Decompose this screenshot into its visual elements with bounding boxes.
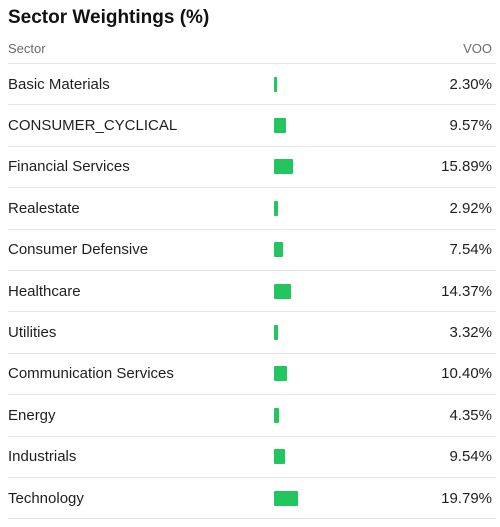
sector-row-utilities: Utilities 3.32% [8,312,496,354]
sector-row-consumer-defensive: Consumer Defensive 7.54% [8,230,496,271]
sector-row-industrials: Industrials 9.54% [8,437,496,478]
sector-column-header: Sector [8,41,46,56]
sector-name: Consumer Defensive [8,241,149,259]
weight-value-label: 15.89% [441,158,492,176]
sector-name: CONSUMER_CYCLICAL [8,117,178,135]
weight-bar [274,242,283,258]
weight-value-label: 3.32% [449,324,492,342]
sector-name: Industrials [8,448,77,466]
bar-cell [274,395,394,435]
bar-cell [274,188,394,228]
bar-cell [274,64,394,104]
bar-cell [274,147,394,187]
table-header: Sector VOO [8,34,496,64]
bar-cell [274,478,394,518]
sector-name: Basic Materials [8,75,110,93]
weight-value-label: 9.54% [449,448,492,466]
bar-cell [274,354,394,394]
bar-cell [274,230,394,270]
sector-row-basic-materials: Basic Materials 2.30% [8,64,496,106]
widget-title: Sector Weightings (%) [8,7,210,28]
sector-name: Financial Services [8,158,130,176]
weight-bar [274,283,292,299]
fund-column-header: VOO [463,41,492,56]
weight-value-label: 2.30% [449,75,492,93]
weight-value-label: 14.37% [441,282,492,300]
sector-row-communication-services: Communication Services 10.40% [8,354,496,396]
bar-cell [274,312,394,352]
sector-name: Healthcare [8,282,81,300]
weight-bar [274,159,294,175]
weight-value-label: 9.57% [449,117,492,135]
weight-bar [274,407,280,423]
weight-value-label: 4.35% [449,406,492,424]
sector-row-realestate: Realestate 2.92% [8,188,496,230]
weight-bar [274,200,278,216]
bar-cell [274,271,394,311]
sector-row-financial-services: Financial Services 15.89% [8,147,496,189]
bar-cell [274,105,394,145]
sector-row-energy: Energy 4.35% [8,395,496,437]
sector-name: Energy [8,406,56,424]
weight-bar [274,449,286,465]
weight-bar [274,118,286,134]
weight-bar [274,366,287,382]
weight-bar [274,325,278,341]
weight-value-label: 10.40% [441,365,492,383]
weight-value-label: 2.92% [449,199,492,217]
sector-row-consumer-cyclical: CONSUMER_CYCLICAL 9.57% [8,105,496,147]
bar-cell [274,437,394,477]
sector-name: Utilities [8,324,57,342]
weight-value-label: 7.54% [449,241,492,259]
sector-name: Realestate [8,199,80,217]
weight-bar [274,490,298,506]
sector-list: Basic Materials 2.30% CONSUMER_CYCLICAL 9.5… [8,64,496,520]
sector-name: Technology [8,489,84,507]
sector-row-technology: Technology 19.79% [8,478,496,520]
sector-name: Communication Services [8,365,174,383]
weight-value-label: 19.79% [441,489,492,507]
weight-bar [274,76,277,92]
sector-row-healthcare: Healthcare 14.37% [8,271,496,313]
